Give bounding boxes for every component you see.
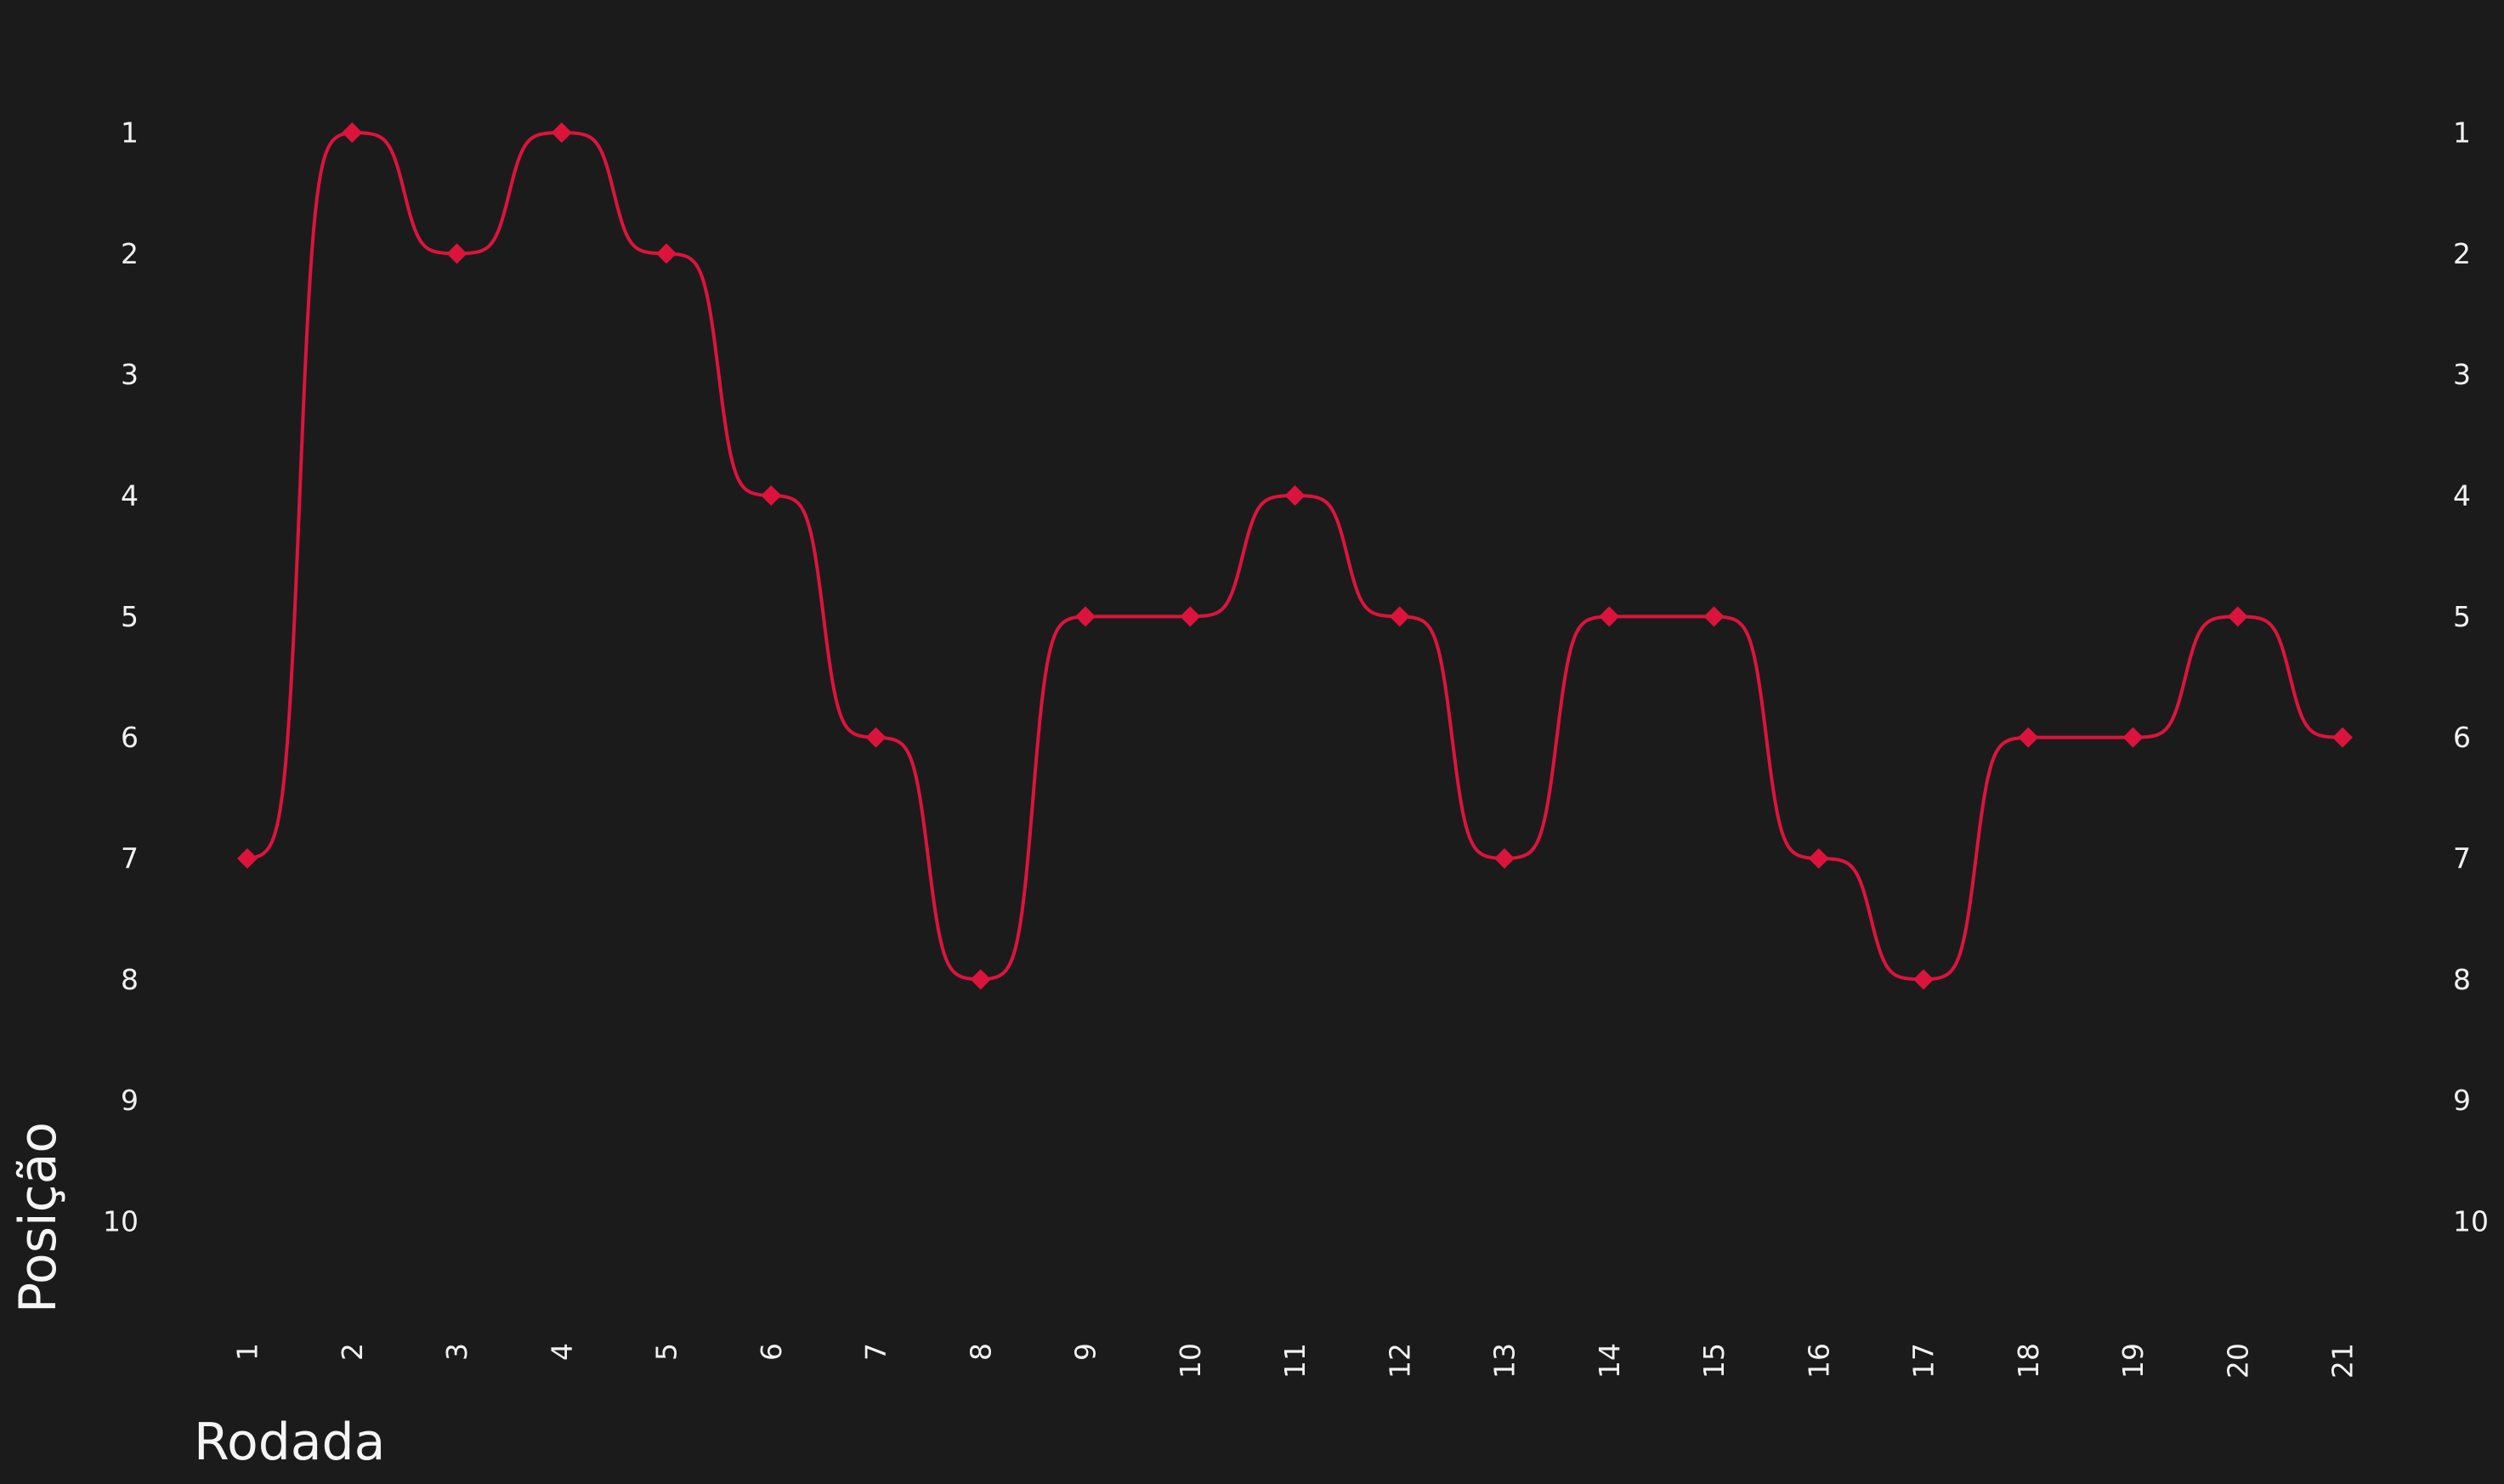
x-tick-label: 8	[964, 1343, 997, 1361]
data-point-marker	[1703, 606, 1725, 627]
x-tick-label: 5	[650, 1343, 683, 1361]
y-tick-label-right: 9	[2453, 1084, 2471, 1117]
x-tick-label: 4	[545, 1343, 578, 1361]
data-point-marker	[551, 122, 572, 143]
x-tick-label: 7	[859, 1343, 892, 1361]
x-tick-label: 6	[755, 1343, 788, 1361]
y-tick-label-left: 5	[121, 600, 139, 633]
data-point-marker	[1913, 969, 1934, 990]
x-tick-label: 13	[1488, 1343, 1521, 1379]
x-tick-label: 11	[1278, 1343, 1311, 1379]
x-tick-label: 12	[1383, 1343, 1416, 1379]
x-tick-label: 21	[2326, 1343, 2360, 1379]
y-tick-label-right: 3	[2453, 358, 2471, 391]
x-tick-label: 20	[2221, 1343, 2254, 1379]
y-axis-title: Posição	[8, 1122, 68, 1313]
y-tick-label-right: 2	[2453, 237, 2471, 270]
y-tick-label-left: 4	[121, 479, 139, 513]
y-tick-label-right: 1	[2453, 116, 2471, 150]
y-tick-label-left: 8	[121, 963, 139, 996]
y-tick-label-right: 8	[2453, 963, 2471, 996]
y-tick-label-left: 1	[121, 116, 139, 150]
data-point-marker	[237, 848, 258, 869]
x-tick-label: 17	[1907, 1343, 1940, 1379]
y-axis-left: 1 2 3 4 5 6 7 8 9 10	[103, 116, 139, 1238]
x-tick-label: 1	[231, 1343, 264, 1361]
x-tick-label: 3	[440, 1343, 473, 1361]
x-tick-label: 19	[2116, 1343, 2150, 1379]
y-tick-label-right: 5	[2453, 600, 2471, 633]
data-point-marker	[1075, 606, 1096, 627]
y-tick-label-left: 10	[103, 1205, 139, 1238]
data-point-marker	[342, 122, 363, 143]
x-tick-label: 18	[2012, 1343, 2045, 1379]
data-point-marker	[1389, 606, 1410, 627]
series-markers	[237, 122, 2353, 990]
x-tick-label: 16	[1802, 1343, 1835, 1379]
data-point-marker	[446, 243, 467, 264]
y-axis-right: 1 2 3 4 5 6 7 8 9 10	[2453, 116, 2489, 1238]
data-point-marker	[1284, 485, 1306, 506]
data-point-marker	[2018, 727, 2039, 748]
data-point-marker	[656, 243, 677, 264]
y-tick-label-left: 2	[121, 237, 139, 270]
data-point-marker	[1808, 848, 1829, 869]
data-point-marker	[761, 485, 782, 506]
x-axis: 1 2 3 4 5 6 7 8 9 10 11 12 13 14 15 16 17 18 19 20 21	[231, 1343, 2360, 1379]
x-tick-label: 14	[1593, 1343, 1626, 1379]
data-point-marker	[1494, 848, 1515, 869]
y-tick-label-left: 7	[121, 842, 139, 875]
y-tick-label-right: 10	[2453, 1205, 2489, 1238]
data-point-marker	[2332, 727, 2353, 748]
data-point-marker	[2122, 727, 2144, 748]
y-tick-label-left: 6	[121, 721, 139, 754]
data-point-marker	[1180, 606, 1201, 627]
y-tick-label-right: 4	[2453, 479, 2471, 513]
y-tick-label-right: 6	[2453, 721, 2471, 754]
x-axis-title: Rodada	[194, 1413, 385, 1472]
data-point-marker	[865, 727, 887, 748]
data-point-marker	[2227, 606, 2248, 627]
y-tick-label-left: 3	[121, 358, 139, 391]
x-tick-label: 9	[1069, 1343, 1102, 1361]
y-tick-label-right: 7	[2453, 842, 2471, 875]
x-tick-label: 10	[1174, 1343, 1207, 1379]
x-tick-label: 15	[1697, 1343, 1731, 1379]
data-point-marker	[1599, 606, 1620, 627]
data-point-marker	[970, 969, 991, 990]
x-tick-label: 2	[336, 1343, 369, 1361]
y-tick-label-left: 9	[121, 1084, 139, 1117]
